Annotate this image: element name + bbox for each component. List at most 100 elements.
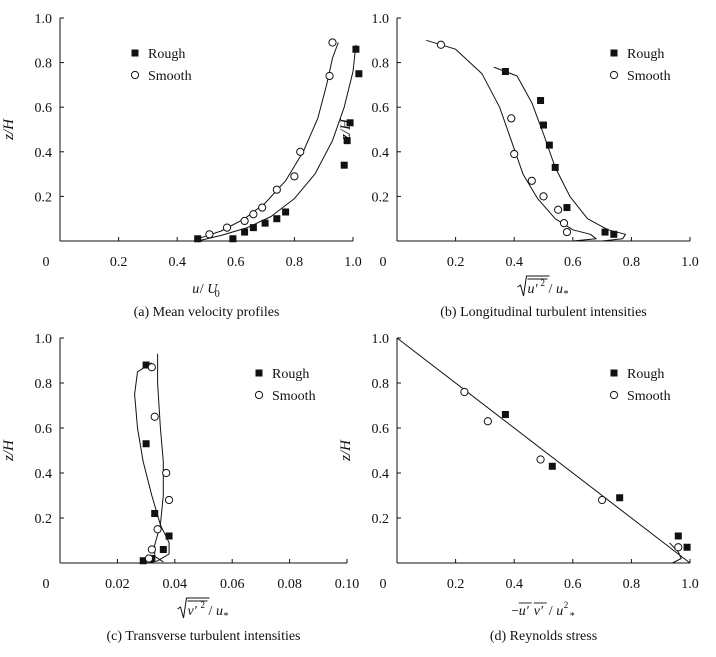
legend-label: Smooth xyxy=(272,389,316,404)
svg-text:u: u xyxy=(556,282,563,297)
chart-panel-3: 0 0.02 0.04 0.06 0.08 0.10 0.2 0.4 0.6 0.8 1.0 z/H v… xyxy=(1,332,359,644)
chart-panel-4: 0 0.2 0.4 0.6 0.8 1.0 0.2 0.4 0.6 0.8 1.0 z/H − u′ v′ /… xyxy=(338,332,699,644)
y-tick-label: 0.2 xyxy=(35,190,53,205)
legend-label: Smooth xyxy=(627,69,671,84)
rough-marker xyxy=(273,215,281,223)
x-tick-label: 0.04 xyxy=(163,577,188,592)
x-tick-label: 0 xyxy=(380,255,387,270)
smooth-marker xyxy=(144,554,154,563)
y-tick-label: 0.6 xyxy=(35,101,53,116)
x-tick-label: 0.6 xyxy=(564,255,582,270)
rough-marker xyxy=(551,163,559,171)
smooth-marker xyxy=(150,412,159,421)
rough-marker xyxy=(563,204,571,212)
rough-marker xyxy=(343,137,351,145)
smooth-marker xyxy=(147,545,156,554)
svg-text:/: / xyxy=(549,604,553,619)
legend-label: Rough xyxy=(627,367,664,382)
svg-text:2: 2 xyxy=(541,278,546,288)
x-tick-label: 0.2 xyxy=(110,255,128,270)
x-axis-label: v′ 2/u * xyxy=(177,597,229,622)
x-tick-label: 0 xyxy=(43,255,50,270)
smooth-marker xyxy=(296,147,305,156)
legend-square-icon xyxy=(610,49,618,57)
y-axis-label: z/H xyxy=(1,439,17,462)
rough-marker xyxy=(537,97,545,105)
smooth-marker xyxy=(222,223,232,232)
y-tick-label: 0.2 xyxy=(372,512,390,527)
y-tick-label: 1.0 xyxy=(372,332,390,347)
y-axis-label: z/H xyxy=(1,118,17,141)
rough-marker xyxy=(545,141,553,149)
rough-marker xyxy=(355,70,363,78)
y-tick-label: 1.0 xyxy=(372,12,390,27)
rough-marker xyxy=(501,411,509,418)
svg-text:2: 2 xyxy=(201,600,206,610)
svg-text:u′: u′ xyxy=(528,282,539,297)
smooth-marker xyxy=(162,468,171,478)
smooth-marker xyxy=(249,210,258,219)
y-tick-label: 1.0 xyxy=(35,12,53,27)
smooth-marker xyxy=(562,227,572,237)
x-tick-label: 0.6 xyxy=(564,577,582,592)
svg-text:u: u xyxy=(556,604,563,619)
rough-marker xyxy=(548,462,556,470)
svg-text:0: 0 xyxy=(215,289,220,300)
y-tick-label: 0.4 xyxy=(35,146,53,161)
smooth-marker xyxy=(539,192,548,201)
legend-label: Rough xyxy=(272,367,309,382)
smooth-marker xyxy=(328,38,337,47)
smooth-marker xyxy=(510,149,519,159)
smooth-marker xyxy=(507,114,516,123)
smooth-marker xyxy=(325,71,334,81)
smooth-marker xyxy=(240,216,249,226)
smooth-marker xyxy=(205,230,214,239)
rough-marker xyxy=(674,532,682,540)
x-tick-label: 0.6 xyxy=(227,255,245,270)
smooth-marker xyxy=(536,455,545,464)
legend-square-icon xyxy=(131,49,139,57)
x-tick-label: 0.02 xyxy=(105,577,130,592)
legend: Rough Smooth xyxy=(609,47,671,84)
rough-marker xyxy=(159,546,167,553)
x-tick-label: 0.2 xyxy=(447,577,465,592)
smooth-marker xyxy=(460,387,469,397)
rough-marker xyxy=(601,228,609,236)
x-tick-label: 0 xyxy=(43,577,50,592)
smooth-marker xyxy=(258,203,267,212)
y-tick-label: 0.2 xyxy=(35,512,53,527)
smooth-marker xyxy=(153,525,162,534)
x-axis-label: u / U0 xyxy=(192,282,220,300)
rough-marker xyxy=(194,235,202,243)
legend-label: Smooth xyxy=(148,69,192,84)
smooth-marker xyxy=(598,495,607,505)
rough-marker xyxy=(683,543,691,551)
rough-marker xyxy=(282,208,290,216)
legend-square-icon xyxy=(610,369,618,377)
y-tick-label: 0.4 xyxy=(372,146,390,161)
svg-text:v′: v′ xyxy=(534,604,544,619)
svg-text:*: * xyxy=(224,611,229,622)
y-tick-label: 0.8 xyxy=(35,57,53,72)
rough-marker xyxy=(616,494,624,502)
svg-text:/: / xyxy=(209,604,213,619)
sqrt-sign xyxy=(177,597,210,619)
legend-circle-icon xyxy=(609,70,619,80)
fit-curve xyxy=(396,337,691,564)
smooth-marker xyxy=(436,40,446,49)
svg-text:−: − xyxy=(511,604,519,619)
rough-marker xyxy=(261,219,269,227)
svg-text:U: U xyxy=(207,282,218,297)
legend-circle-icon xyxy=(130,70,140,80)
smooth-marker xyxy=(559,219,569,228)
x-tick-label: 1.0 xyxy=(344,255,362,270)
rough-marker xyxy=(142,361,150,369)
legend: Rough Smooth xyxy=(609,367,671,404)
x-tick-label: 0.8 xyxy=(623,577,641,592)
rough-marker xyxy=(229,235,237,243)
y-tick-label: 1.0 xyxy=(35,332,53,347)
fit-curve xyxy=(134,362,170,564)
y-tick-label: 0.8 xyxy=(35,377,53,392)
smooth-marker xyxy=(272,185,281,194)
legend-circle-icon xyxy=(254,390,264,400)
